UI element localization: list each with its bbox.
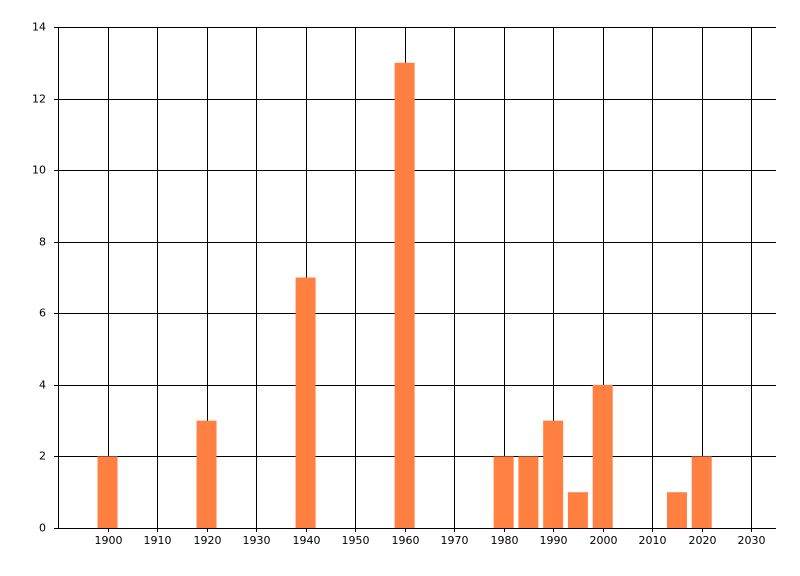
y-tick-label: 0 bbox=[39, 522, 46, 535]
bar bbox=[493, 456, 514, 528]
x-tick-label: 1910 bbox=[144, 534, 172, 547]
x-tick-label: 1950 bbox=[342, 534, 370, 547]
x-tick-label: 1930 bbox=[243, 534, 271, 547]
y-tick-label: 10 bbox=[32, 164, 46, 177]
y-tick-label: 4 bbox=[39, 379, 46, 392]
y-tick-label: 12 bbox=[32, 93, 46, 106]
bar bbox=[691, 456, 712, 528]
bar bbox=[592, 384, 613, 528]
y-tick-label: 8 bbox=[39, 236, 46, 249]
y-tick-label: 2 bbox=[39, 450, 46, 463]
x-tick-label: 1900 bbox=[95, 534, 123, 547]
x-tick-label: 1920 bbox=[194, 534, 222, 547]
x-tick-label: 2000 bbox=[590, 534, 618, 547]
x-tick-label: 1990 bbox=[540, 534, 568, 547]
bar bbox=[518, 456, 539, 528]
x-tick-label: 2030 bbox=[738, 534, 766, 547]
y-tick-label: 6 bbox=[39, 307, 46, 320]
x-tick-label: 2020 bbox=[689, 534, 717, 547]
bar bbox=[543, 420, 564, 528]
x-tick-label: 1970 bbox=[441, 534, 469, 547]
bar bbox=[567, 492, 588, 528]
x-tick-label: 1980 bbox=[491, 534, 519, 547]
bar bbox=[196, 420, 217, 528]
x-tick-label: 1940 bbox=[293, 534, 321, 547]
y-tick-label: 14 bbox=[32, 21, 46, 34]
x-tick-label: 1960 bbox=[392, 534, 420, 547]
bar bbox=[666, 492, 687, 528]
bar bbox=[97, 456, 118, 528]
x-tick-label: 2010 bbox=[639, 534, 667, 547]
bar bbox=[394, 62, 415, 529]
bar bbox=[295, 277, 316, 528]
